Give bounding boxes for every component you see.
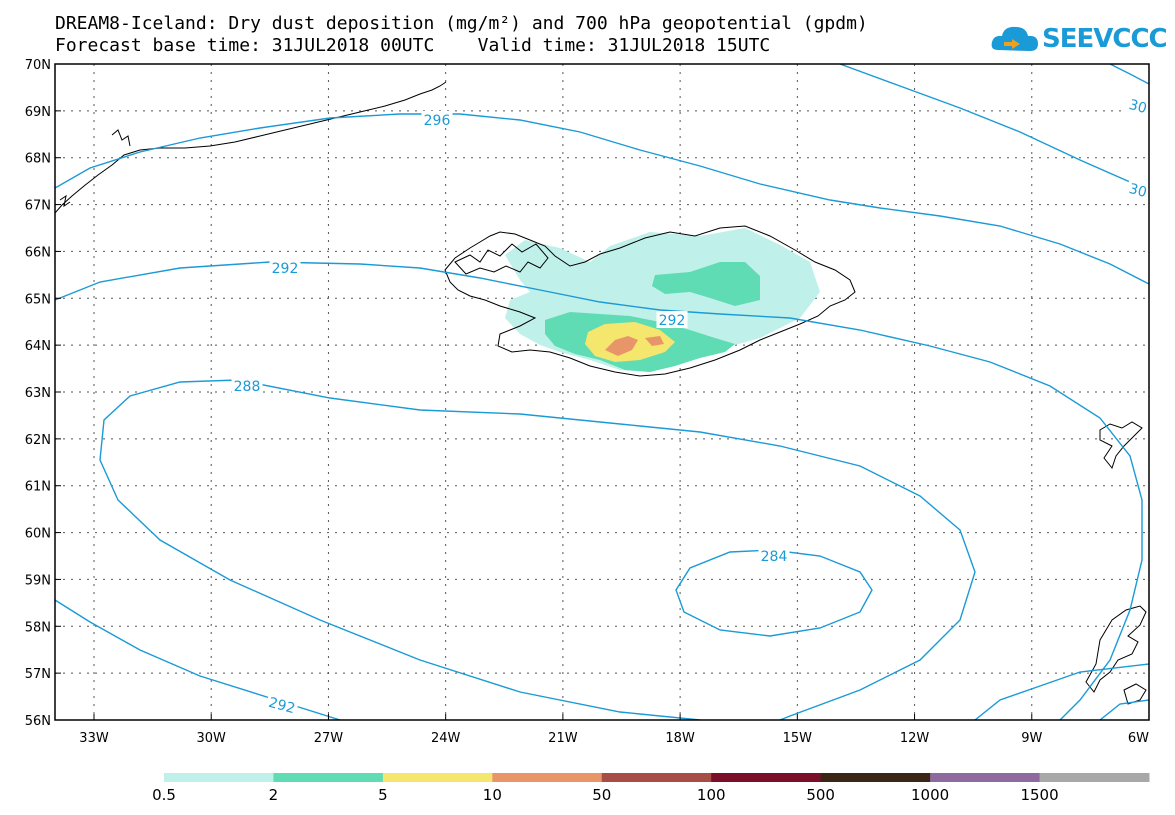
- contour-label: 288: [231, 377, 263, 395]
- scotland-coastline: [1085, 605, 1147, 705]
- lat-label: 58N: [25, 620, 51, 635]
- cloud-icon: [991, 26, 1038, 51]
- lon-label: 6W: [1128, 731, 1149, 746]
- lon-label: 12W: [900, 731, 930, 746]
- contour-300-a: [839, 64, 1149, 193]
- contour-label: 30: [1125, 94, 1149, 117]
- lat-label: 64N: [25, 339, 51, 354]
- lat-label: 62N: [25, 433, 51, 448]
- lon-label: 24W: [431, 731, 461, 746]
- contour-label: 292: [264, 692, 300, 717]
- svg-text:30: 30: [1127, 97, 1148, 117]
- chart-subtitle: Forecast base time: 31JUL2018 00UTC Vali…: [55, 35, 771, 56]
- lat-label: 56N: [25, 714, 51, 729]
- legend-label: 50: [592, 786, 612, 804]
- contour-284: [675, 549, 873, 637]
- legend-label: 2: [268, 786, 279, 804]
- svg-text:30: 30: [1127, 181, 1148, 201]
- lon-label: 21W: [548, 731, 578, 746]
- lat-label: 63N: [25, 386, 51, 401]
- lon-label: 27W: [314, 731, 344, 746]
- svg-text:288: 288: [234, 379, 261, 395]
- iceland-westfjords: [454, 243, 549, 275]
- contour-label: 30: [1125, 178, 1149, 201]
- lat-label: 69N: [25, 105, 51, 120]
- legend-label: 10: [482, 786, 502, 804]
- lat-label: 70N: [25, 58, 51, 73]
- chart-title: DREAM8-Iceland: Dry dust deposition (mg/…: [55, 13, 868, 34]
- lat-label: 66N: [25, 245, 51, 260]
- longitude-axis: 33W 30W 27W 24W 21W 18W 15W 12W 9W 6W: [79, 714, 1150, 746]
- svg-text:292: 292: [659, 313, 686, 329]
- dust-deposition-field: [505, 228, 820, 372]
- seevccc-logo: SEEVCCC: [990, 18, 1168, 58]
- lat-label: 68N: [25, 152, 51, 167]
- lon-label: 33W: [79, 731, 109, 746]
- legend-label: 0.5: [152, 786, 176, 804]
- svg-text:292: 292: [272, 261, 299, 277]
- lon-label: 18W: [665, 731, 695, 746]
- greenland-coast-detail: [59, 129, 131, 208]
- lon-label: 9W: [1021, 731, 1042, 746]
- contour-300-b: [1109, 64, 1149, 85]
- legend-label: 1000: [911, 786, 950, 804]
- legend-label: 500: [806, 786, 835, 804]
- latitude-axis: 70N 69N 68N 67N 66N 65N 64N 63N 62N 61N 60N 59N 58N 5…: [25, 58, 61, 729]
- contour-label: 284: [758, 547, 790, 565]
- lon-label: 15W: [783, 731, 813, 746]
- lon-label: 30W: [197, 731, 227, 746]
- contour-292-top: [55, 261, 1143, 720]
- contour-label: 296: [421, 111, 453, 129]
- legend-label: 1500: [1020, 786, 1059, 804]
- contour-288: [99, 379, 976, 720]
- logo-text: SEEVCCC: [1042, 24, 1168, 54]
- lat-label: 61N: [25, 480, 51, 495]
- lat-label: 57N: [25, 667, 51, 682]
- svg-text:292: 292: [267, 695, 297, 717]
- contour-label: 292: [269, 259, 301, 277]
- contour-label: 292: [656, 311, 688, 329]
- faroe-islands: [1099, 421, 1143, 470]
- gridlines: [55, 64, 1149, 720]
- contour-small-se: [1099, 699, 1149, 720]
- legend-label: 5: [378, 786, 388, 804]
- lat-label: 65N: [25, 292, 51, 307]
- lat-label: 60N: [25, 527, 51, 542]
- svg-text:296: 296: [424, 113, 451, 129]
- iceland-coastline: [444, 225, 856, 377]
- legend-label: 100: [696, 786, 726, 804]
- lat-label: 67N: [25, 199, 51, 214]
- svg-text:284: 284: [761, 549, 788, 565]
- lat-label: 59N: [25, 573, 51, 588]
- greenland-coastline: [55, 81, 447, 214]
- contour-292-right-edge: [974, 663, 1149, 720]
- contour-labels: 296 292 292 288 284 292 30 30: [231, 94, 1149, 717]
- contour-296: [55, 113, 1149, 285]
